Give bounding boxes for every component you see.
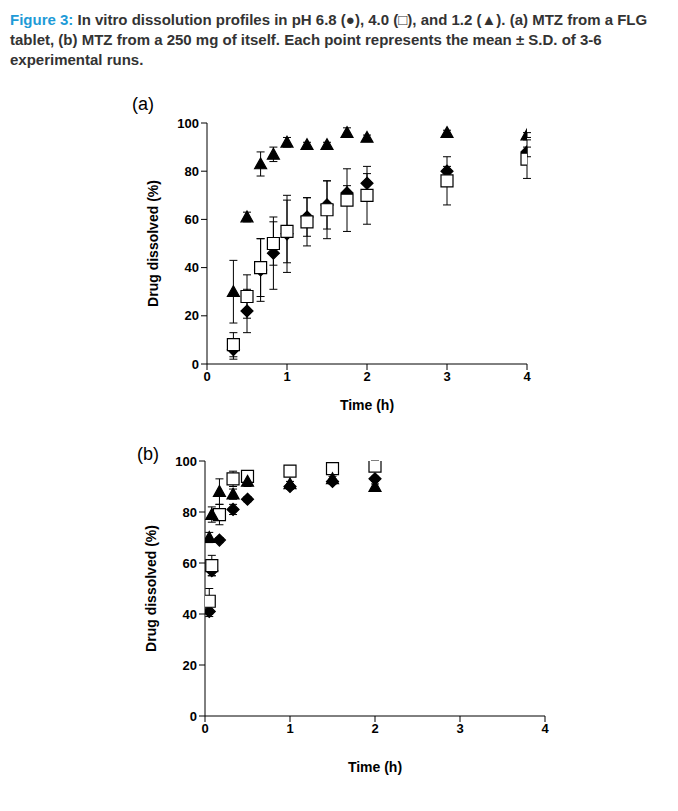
svg-text:60: 60 xyxy=(185,212,199,227)
html-text:(a): (a) xyxy=(132,94,154,114)
html-text:(b): (b) xyxy=(137,444,159,464)
svg-text:3: 3 xyxy=(456,721,463,736)
svg-text:40: 40 xyxy=(185,260,199,275)
svg-text:2: 2 xyxy=(371,721,378,736)
svg-text:2: 2 xyxy=(363,369,370,384)
svg-text:Drug dissolved (%): Drug dissolved (%) xyxy=(145,180,161,307)
svg-text:1: 1 xyxy=(286,721,293,736)
svg-text:80: 80 xyxy=(183,505,197,520)
svg-text:4: 4 xyxy=(523,369,531,384)
svg-text:Time (h): Time (h) xyxy=(348,759,402,775)
svg-text:Drug dissolved (%): Drug dissolved (%) xyxy=(143,525,159,652)
svg-text:80: 80 xyxy=(185,164,199,179)
svg-text:0: 0 xyxy=(190,709,197,724)
svg-text:1: 1 xyxy=(283,369,290,384)
svg-text:Time (h): Time (h) xyxy=(340,397,394,413)
svg-text:20: 20 xyxy=(185,308,199,323)
svg-text:0: 0 xyxy=(203,369,210,384)
html-text:Figure 3: In vitro dissolution: Figure 3: In vitro dissolution profiles … xyxy=(10,11,648,68)
svg-text:40: 40 xyxy=(183,607,197,622)
svg-text:4: 4 xyxy=(541,721,549,736)
svg-text:3: 3 xyxy=(443,369,450,384)
svg-text:20: 20 xyxy=(183,658,197,673)
svg-text:60: 60 xyxy=(183,556,197,571)
svg-text:100: 100 xyxy=(177,116,199,131)
svg-text:100: 100 xyxy=(175,454,197,469)
svg-text:0: 0 xyxy=(201,721,208,736)
svg-text:0: 0 xyxy=(192,357,199,372)
